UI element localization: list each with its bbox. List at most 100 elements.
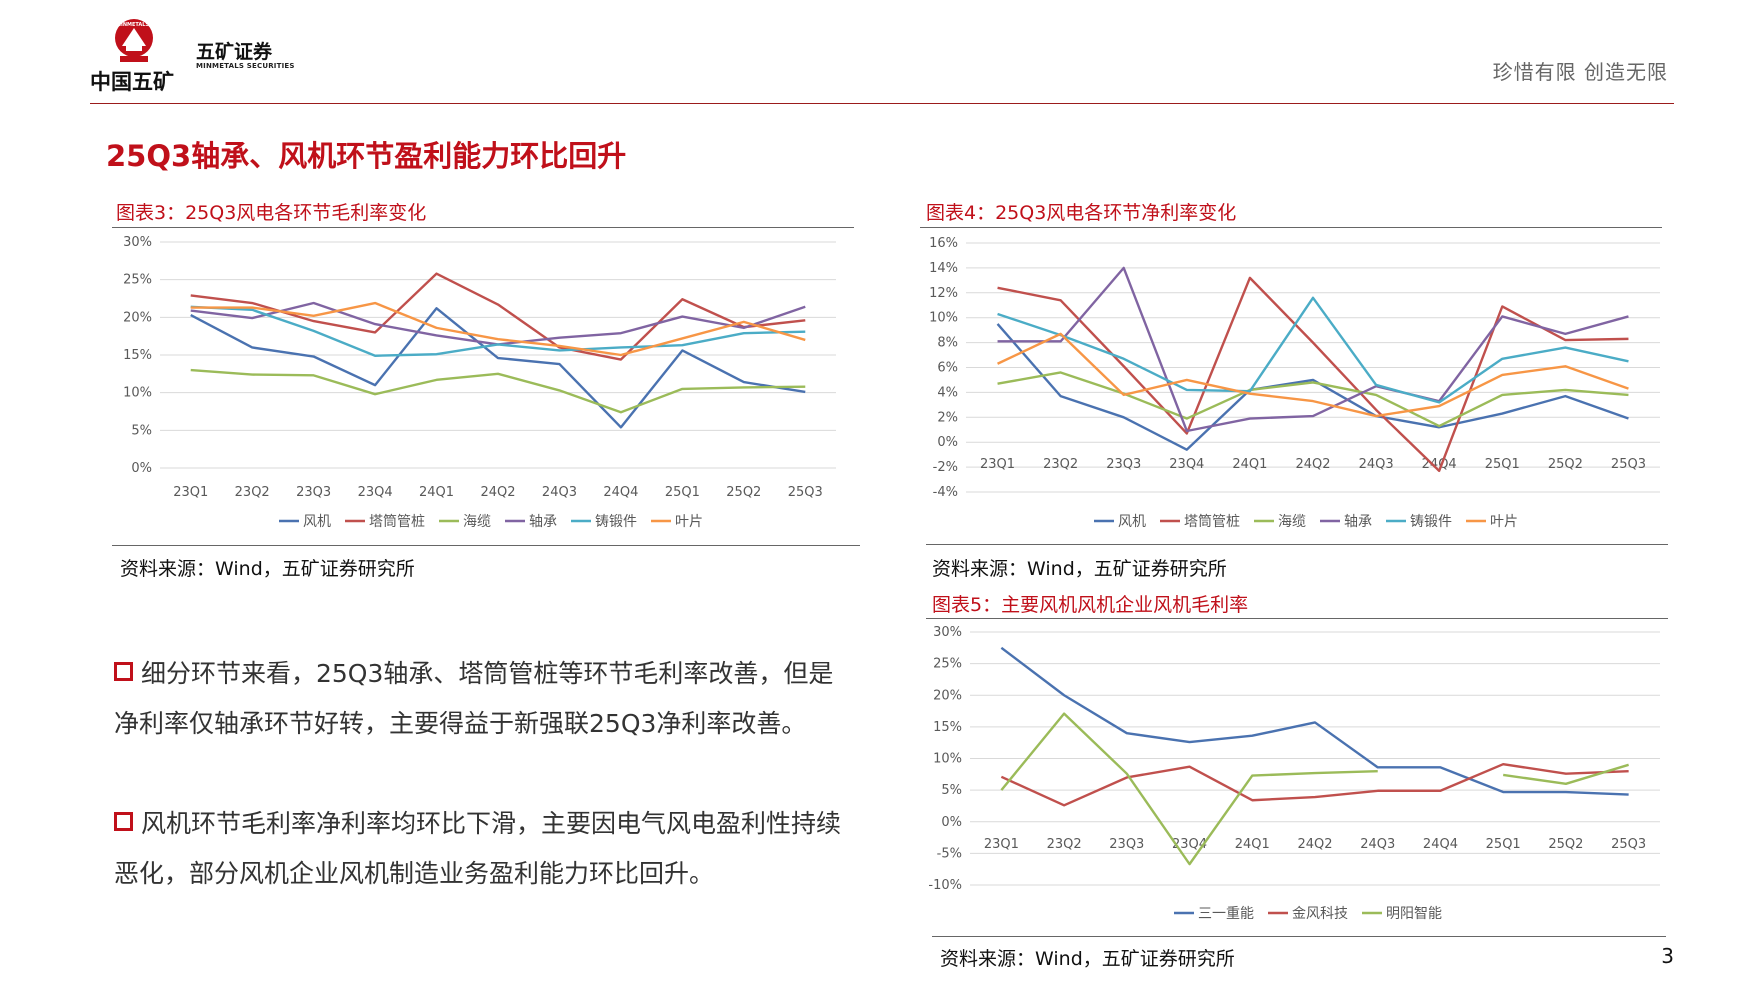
brand-name: 五矿证券: [196, 41, 273, 63]
series-line-塔筒管桩: [190, 272, 806, 361]
x-tick-label: 23Q1: [984, 837, 1019, 852]
series-line-叶片: [997, 332, 1629, 418]
series-line-海缆: [190, 368, 806, 414]
legend-label: 风机: [303, 514, 331, 530]
chart4-title: 图表4：25Q3风电各环节净利率变化: [926, 202, 1237, 224]
y-tick-label: 30%: [123, 235, 152, 250]
y-tick-label: -2%: [933, 460, 958, 475]
x-tick-label: 23Q3: [1109, 837, 1144, 852]
x-tick-label: 23Q1: [980, 457, 1015, 472]
x-tick-label: 24Q1: [1232, 457, 1267, 472]
x-tick-label: 23Q2: [1047, 837, 1082, 852]
legend-label: 塔筒管桩: [1184, 513, 1240, 530]
bullet-2-text: 风机环节毛利率净利率均环比下滑，主要因电气风电盈利性持续恶化，部分风机企业风机制…: [114, 809, 842, 888]
bullet-1: 细分环节来看，25Q3轴承、塔筒管桩等环节毛利率改善，但是净利率仅轴承环节好转，…: [114, 649, 854, 749]
series-line-铸锻件: [997, 296, 1629, 404]
x-tick-label: 23Q4: [358, 485, 393, 500]
legend-label: 叶片: [1490, 514, 1518, 530]
chart4-source: 资料来源：Wind，五矿证券研究所: [932, 558, 1227, 580]
series-line-塔筒管桩: [997, 276, 1629, 473]
y-tick-label: 4%: [937, 385, 958, 400]
x-tick-label: 24Q3: [542, 485, 577, 500]
x-tick-label: 25Q1: [1486, 837, 1521, 852]
legend-label: 金风科技: [1292, 906, 1348, 922]
y-tick-label: 6%: [937, 361, 958, 376]
x-tick-label: 25Q1: [665, 485, 700, 500]
legend-label: 塔筒管桩: [369, 513, 425, 530]
x-tick-label: 24Q1: [419, 485, 454, 500]
x-tick-label: 25Q2: [1548, 457, 1583, 472]
y-tick-label: 5%: [941, 783, 962, 798]
series-line-明阳智能: [1000, 712, 1378, 866]
brand-name-en: MINMETALS SECURITIES: [196, 62, 295, 70]
y-tick-label: 10%: [929, 311, 958, 326]
x-tick-label: 25Q1: [1485, 457, 1520, 472]
y-tick-label: 0%: [131, 461, 152, 476]
y-tick-label: 0%: [941, 815, 962, 830]
y-tick-label: 20%: [123, 310, 152, 325]
y-tick-label: 30%: [933, 625, 962, 640]
page-number: 3: [1661, 944, 1674, 968]
chart3-bottom-rule: [112, 545, 860, 546]
x-tick-label: 24Q2: [1297, 837, 1332, 852]
y-tick-label: 15%: [933, 720, 962, 735]
series-line-明阳智能: [1503, 763, 1629, 786]
chart3-plot: 0% 5% 10% 15% 20% 25% 30% 23Q1 23Q2 23Q3 23Q4 24Q1 2…: [123, 235, 836, 530]
y-tick-label: 15%: [123, 348, 152, 363]
series-line-风机: [190, 307, 806, 429]
x-tick-label: 25Q2: [726, 485, 761, 500]
logo-badge-text: MINMETALS: [116, 22, 150, 28]
y-tick-label: -4%: [933, 485, 958, 500]
y-tick-label: 20%: [933, 688, 962, 703]
series-line-叶片: [190, 301, 806, 357]
x-tick-label: 23Q4: [1172, 837, 1207, 852]
company-logo-text: 中国五矿: [90, 70, 174, 94]
x-tick-label: 24Q3: [1360, 837, 1395, 852]
page-title: 25Q3轴承、风机环节盈利能力环比回升: [106, 139, 627, 173]
chart3-top-rule: [112, 227, 854, 228]
x-tick-label: 23Q2: [235, 485, 270, 500]
y-tick-label: -5%: [937, 846, 962, 861]
chart4-top-rule: [920, 227, 1662, 228]
chart5-top-rule: [926, 618, 1668, 619]
legend-label: 轴承: [529, 514, 557, 530]
y-tick-label: 16%: [929, 236, 958, 251]
x-tick-label: 25Q3: [788, 485, 823, 500]
chart5-plot: -10% -5% 0% 5% 10% 15% 20% 25% 30% 23Q1 23Q2 23Q3 23…: [928, 625, 1660, 922]
y-tick-label: 14%: [929, 261, 958, 276]
legend-label: 轴承: [1344, 514, 1372, 530]
x-tick-label: 25Q3: [1611, 457, 1646, 472]
chart3-title: 图表3：25Q3风电各环节毛利率变化: [116, 202, 427, 224]
y-tick-label: 0%: [937, 435, 958, 450]
x-tick-label: 25Q3: [1611, 837, 1646, 852]
series-line-三一重能: [1000, 646, 1629, 796]
series-line-海缆: [997, 371, 1629, 428]
y-tick-label: 25%: [933, 657, 962, 672]
legend-label: 三一重能: [1198, 906, 1254, 922]
legend-label: 风机: [1118, 514, 1146, 530]
x-tick-label: 24Q2: [480, 485, 515, 500]
bullet-square-icon: [114, 812, 133, 831]
legend-label: 叶片: [675, 514, 703, 530]
series-line-轴承: [997, 266, 1629, 433]
y-tick-label: 25%: [123, 273, 152, 288]
series-line-铸锻件: [190, 305, 806, 357]
bullet-1-text: 细分环节来看，25Q3轴承、塔筒管桩等环节毛利率改善，但是净利率仅轴承环节好转，…: [114, 659, 834, 738]
chart5-bottom-rule: [932, 936, 1666, 937]
chart3-source: 资料来源：Wind，五矿证券研究所: [120, 558, 415, 580]
x-tick-label: 23Q3: [1106, 457, 1141, 472]
legend-label: 明阳智能: [1386, 906, 1442, 922]
y-tick-label: -10%: [928, 878, 962, 893]
x-tick-label: 24Q4: [603, 485, 638, 500]
slogan: 珍惜有限 创造无限: [1492, 60, 1668, 84]
y-tick-label: 12%: [929, 286, 958, 301]
x-tick-label: 23Q1: [173, 485, 208, 500]
chart5-source: 资料来源：Wind，五矿证券研究所: [940, 948, 1235, 970]
y-tick-label: 10%: [123, 386, 152, 401]
x-tick-label: 23Q3: [296, 485, 331, 500]
x-tick-label: 23Q4: [1169, 457, 1204, 472]
legend-label: 铸锻件: [1410, 514, 1452, 530]
x-tick-label: 23Q2: [1043, 457, 1078, 472]
x-tick-label: 24Q1: [1235, 837, 1270, 852]
bullet-square-icon: [114, 662, 133, 681]
